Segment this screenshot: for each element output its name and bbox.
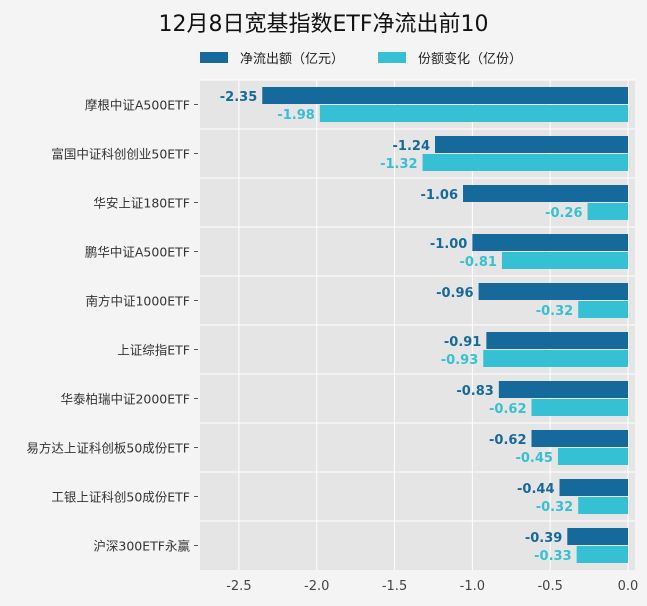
bar-share-change <box>422 154 628 171</box>
legend-swatch <box>378 52 407 63</box>
y-tick-label: 工银上证科创50成份ETF <box>51 490 190 505</box>
y-tick-label: 富国中证科创创业50ETF <box>51 147 190 162</box>
bar-net-outflow <box>435 136 628 153</box>
bar-share-change <box>531 399 628 416</box>
bar-net-outflow <box>463 185 628 202</box>
legend: 净流出额（亿元） 份额变化（亿份） <box>200 48 522 67</box>
bar-share-change <box>578 301 628 318</box>
y-tick-label: 鹏华中证A500ETF <box>85 245 190 260</box>
bar-share-change <box>483 350 628 367</box>
data-label: -1.06 <box>421 188 458 203</box>
data-label: -1.00 <box>430 237 467 252</box>
x-tick-label: -2.0 <box>304 579 329 594</box>
data-label: -2.35 <box>220 90 257 105</box>
bar-net-outflow <box>531 430 628 447</box>
data-label: -0.44 <box>517 482 554 497</box>
x-tick-label: -1.0 <box>460 579 485 594</box>
data-label: -0.62 <box>489 402 526 417</box>
bar-share-change <box>557 448 628 465</box>
legend-label: 份额变化（亿份） <box>418 52 523 67</box>
bar-share-change <box>578 497 628 514</box>
x-tick-label: 0.0 <box>618 579 639 594</box>
data-label: -1.98 <box>277 108 314 123</box>
bar-net-outflow <box>478 283 628 300</box>
y-tick-label: 易方达上证科创板50成份ETF <box>26 441 190 456</box>
data-label: -0.39 <box>525 531 562 546</box>
x-tick-label: -0.5 <box>537 579 562 594</box>
x-tick-label: -1.5 <box>382 579 407 594</box>
bar-net-outflow <box>559 479 628 496</box>
bar-share-change <box>319 105 628 122</box>
data-label: -0.32 <box>536 500 573 515</box>
bar-share-change <box>587 203 628 220</box>
legend-swatch <box>200 52 228 63</box>
data-label: -0.96 <box>436 286 473 301</box>
data-label: -0.93 <box>441 353 478 368</box>
legend-item-share-change: 份额变化（亿份） <box>378 48 522 67</box>
data-label: -0.33 <box>534 549 571 564</box>
legend-item-net-outflow: 净流出额（亿元） <box>200 48 344 67</box>
data-label: -0.91 <box>444 335 481 350</box>
bar-share-change <box>501 252 628 269</box>
bar-net-outflow <box>498 381 628 398</box>
chart-title: 12月8日宽基指数ETF净流出前10 <box>158 12 489 37</box>
legend-label: 净流出额（亿元） <box>240 52 345 67</box>
y-tick-label: 上证综指ETF <box>117 343 190 358</box>
data-label: -0.26 <box>545 206 582 221</box>
data-label: -0.81 <box>459 255 496 270</box>
bar-net-outflow <box>486 332 628 349</box>
bar-net-outflow <box>567 528 628 545</box>
data-label: -0.45 <box>515 451 552 466</box>
y-tick-label: 沪深300ETF永赢 <box>93 539 190 554</box>
data-label: -1.32 <box>380 157 417 172</box>
data-label: -0.32 <box>536 304 573 319</box>
x-tick-label: -2.5 <box>226 579 251 594</box>
bar-net-outflow <box>472 234 628 251</box>
y-tick-label: 摩根中证A500ETF <box>85 98 190 113</box>
data-label: -0.83 <box>456 384 493 399</box>
data-label: -1.24 <box>393 139 430 154</box>
data-label: -0.62 <box>489 433 526 448</box>
bar-share-change <box>576 546 628 563</box>
y-tick-label: 华安上证180ETF <box>93 196 190 211</box>
y-tick-label: 华泰柏瑞中证2000ETF <box>60 392 190 407</box>
bar-net-outflow <box>262 87 628 104</box>
y-tick-label: 南方中证1000ETF <box>85 294 190 309</box>
